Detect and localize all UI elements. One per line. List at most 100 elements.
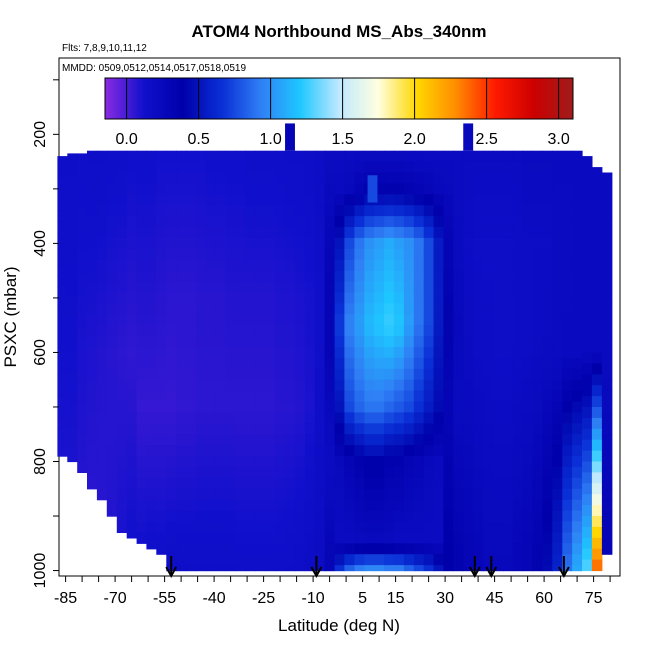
heatmap-cell <box>473 477 484 490</box>
heatmap-cell <box>294 488 306 501</box>
x-tick-label: -25 <box>252 590 275 607</box>
heatmap-cell <box>502 510 514 523</box>
heatmap-cell <box>146 216 157 228</box>
heatmap-cell <box>483 423 494 435</box>
heatmap-cell <box>186 347 197 359</box>
heatmap-cell <box>393 183 405 195</box>
heatmap-cell <box>453 183 464 195</box>
heatmap-cell <box>275 303 286 315</box>
heatmap-cell <box>413 270 425 283</box>
heatmap-cell <box>106 390 118 403</box>
heatmap-cell <box>542 510 553 523</box>
heatmap-cell <box>433 477 444 490</box>
heatmap-cell <box>215 466 227 479</box>
heatmap-cell <box>304 423 316 435</box>
heatmap-cell <box>453 565 464 572</box>
heatmap-cell <box>591 363 603 375</box>
heatmap-cell <box>512 554 524 566</box>
heatmap-cell <box>195 423 207 435</box>
heatmap-cell <box>453 543 464 555</box>
heatmap-cell <box>195 521 207 533</box>
heatmap-cell <box>344 237 355 250</box>
heatmap-cell <box>344 412 355 424</box>
heatmap-cell <box>136 532 148 544</box>
heatmap-cell <box>374 434 385 446</box>
heatmap-cell <box>126 259 138 272</box>
heatmap-cell <box>265 325 276 337</box>
heatmap-cell <box>186 456 197 468</box>
heatmap-cell <box>473 248 484 261</box>
heatmap-cell <box>443 270 454 283</box>
heatmap-cell <box>403 303 415 315</box>
heatmap-cell <box>463 237 474 250</box>
heatmap-cell <box>294 183 306 195</box>
heatmap-cell <box>582 439 593 452</box>
heatmap-cell <box>215 510 227 523</box>
heatmap-cell <box>413 521 425 533</box>
heatmap-cell <box>483 270 494 283</box>
heatmap-cell <box>552 227 563 239</box>
heatmap-cell <box>522 292 534 304</box>
heatmap-cell <box>285 543 296 555</box>
heatmap-cell <box>393 303 405 315</box>
heatmap-cell <box>463 357 474 370</box>
heatmap-cell <box>324 314 336 326</box>
heatmap-cell <box>403 172 415 184</box>
colorbar-tick-label: 0.0 <box>115 131 137 148</box>
heatmap-cell <box>136 259 148 272</box>
heatmap-cell <box>354 237 365 250</box>
heatmap-cell <box>562 183 573 195</box>
heatmap-cell <box>96 237 108 250</box>
heatmap-cell <box>186 216 197 228</box>
heatmap-cell <box>235 205 246 217</box>
heatmap-cell <box>146 194 157 206</box>
heatmap-cell <box>591 461 603 473</box>
heatmap-cell <box>502 259 514 272</box>
heatmap-cell <box>393 477 405 490</box>
heatmap-cell <box>314 401 326 413</box>
heatmap-cell <box>364 510 375 523</box>
heatmap-cell <box>156 510 167 523</box>
heatmap-cell <box>285 434 296 446</box>
heatmap-cell <box>552 237 563 250</box>
heatmap-cell <box>294 466 306 479</box>
heatmap-cell <box>225 325 237 337</box>
heatmap-cell <box>275 565 286 572</box>
heatmap-cell <box>502 205 514 217</box>
heatmap-cell <box>195 194 207 206</box>
heatmap-cell <box>344 554 355 566</box>
heatmap-cell <box>502 488 514 501</box>
heatmap-cell <box>393 368 405 381</box>
heatmap-cell <box>166 183 177 195</box>
flight-marker-arrowhead <box>485 566 498 579</box>
heatmap-cell <box>245 565 256 572</box>
heatmap-cell <box>384 445 395 457</box>
heatmap-cell <box>384 281 395 294</box>
heatmap-cell <box>304 216 316 228</box>
heatmap-cell <box>492 456 504 468</box>
heatmap-cell <box>344 314 355 326</box>
heatmap-anomaly-cell <box>367 175 378 203</box>
heatmap-cell <box>314 543 326 555</box>
heatmap-cell <box>225 303 237 315</box>
heatmap-cell <box>423 390 435 403</box>
heatmap-cell <box>136 423 148 435</box>
heatmap-cell <box>156 336 167 348</box>
heatmap-cell <box>591 417 603 430</box>
heatmap-cell <box>67 218 78 231</box>
heatmap-cell <box>156 423 167 435</box>
heatmap-cell <box>136 401 148 413</box>
heatmap-cell <box>57 210 68 223</box>
heatmap-cell <box>205 237 217 250</box>
heatmap-cell <box>255 183 266 195</box>
heatmap-cell <box>502 161 514 174</box>
heatmap-cell <box>354 303 365 315</box>
heatmap-cell <box>443 205 454 217</box>
heatmap-cell <box>572 270 583 283</box>
heatmap-cell <box>146 237 157 250</box>
heatmap-cell <box>314 281 326 294</box>
heatmap-cell <box>265 259 276 272</box>
heatmap-cell <box>275 532 286 544</box>
heatmap-cell <box>403 390 415 403</box>
heatmap-cell <box>205 161 217 174</box>
